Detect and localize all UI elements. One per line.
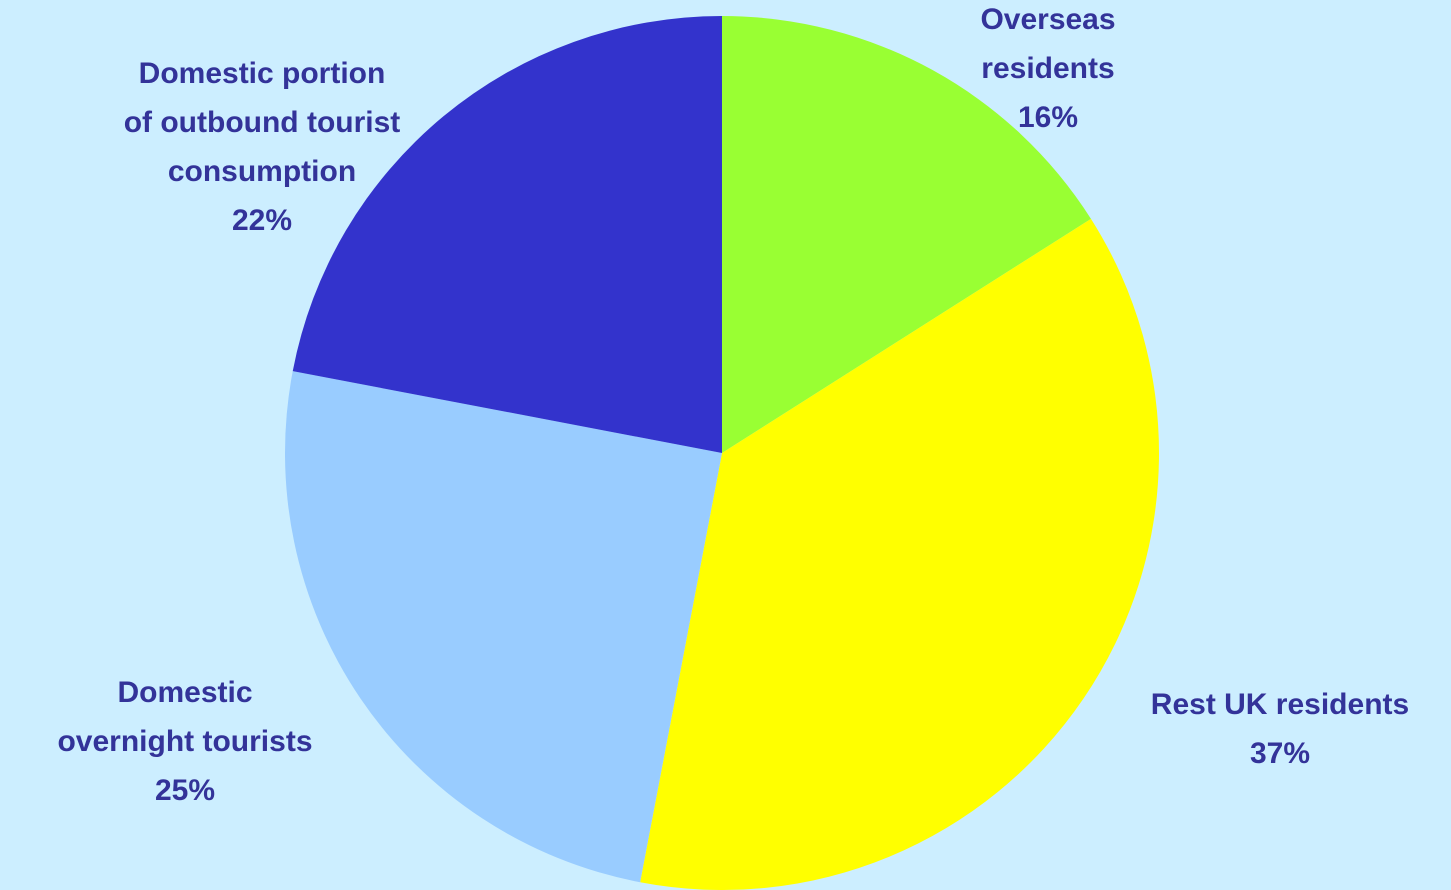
slice-percent: 37% [1249, 737, 1311, 770]
pie-slice [722, 16, 1091, 453]
slice-percent: 25% [154, 774, 216, 807]
slice-label: Overseas residents 16% [818, 0, 1278, 142]
slice-percent: 22% [231, 204, 293, 237]
slice-name: Domestic overnight tourists [57, 676, 313, 758]
slice-label: Domestic portion of outbound tourist con… [32, 49, 492, 245]
slice-name: Overseas residents [980, 3, 1116, 85]
pie-slice [285, 371, 722, 883]
pie-slice [640, 218, 1159, 890]
slice-name: Domestic portion of outbound tourist con… [123, 57, 401, 188]
slice-label: Rest UK residents 37% [1050, 680, 1451, 778]
slice-name: Rest UK residents [1150, 688, 1410, 721]
slice-label: Domestic overnight tourists 25% [0, 668, 415, 815]
pie-slice [292, 15, 722, 454]
slice-percent: 16% [1017, 101, 1079, 134]
